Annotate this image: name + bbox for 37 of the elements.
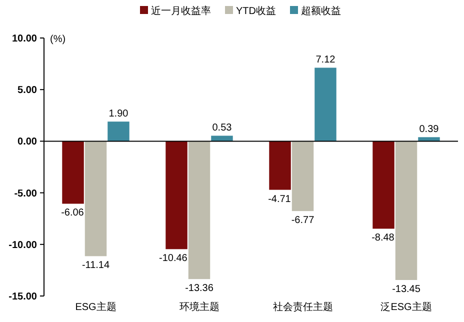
data-label: 0.39 — [419, 124, 440, 136]
bar — [62, 141, 84, 204]
y-tick-label: 5.00 — [18, 85, 38, 96]
data-label: -11.14 — [82, 260, 110, 272]
y-axis-title: (%) — [50, 34, 66, 45]
data-label: 1.90 — [108, 108, 129, 120]
bar — [84, 141, 107, 256]
data-label: -10.46 — [159, 253, 188, 264]
data-label: -4.71 — [268, 194, 292, 205]
x-tick-label: ESG主题 — [75, 301, 116, 313]
bar — [292, 141, 314, 212]
bar — [372, 141, 394, 229]
data-label: -13.36 — [185, 283, 214, 294]
y-tick-label: -5.00 — [14, 188, 38, 200]
legend-label: YTD收益 — [236, 5, 276, 17]
x-tick-label: 社会责任主题 — [272, 301, 333, 313]
legend-label: 超额收益 — [301, 5, 341, 17]
x-tick-label: 环境主题 — [179, 301, 220, 313]
bar — [211, 136, 233, 142]
bar — [166, 141, 188, 250]
y-tick-label: 0.00 — [18, 136, 38, 148]
legend-label: 近一月收益率 — [151, 5, 211, 17]
y-tick-label: -10.00 — [8, 240, 38, 251]
bar — [395, 141, 418, 280]
bar — [314, 68, 336, 142]
y-tick-label: -15.00 — [8, 292, 38, 302]
data-label: 7.12 — [316, 54, 336, 66]
bar — [269, 141, 291, 190]
data-label: -6.06 — [61, 208, 84, 219]
data-label: -8.48 — [372, 232, 395, 244]
x-tick-label: 泛ESG主题 — [380, 301, 432, 313]
data-label: 0.53 — [212, 122, 232, 134]
data-label: -13.45 — [392, 284, 421, 296]
bar — [188, 141, 210, 280]
bar — [108, 122, 130, 142]
y-tick-label: 10.00 — [12, 34, 38, 44]
data-label: -6.77 — [291, 215, 315, 226]
